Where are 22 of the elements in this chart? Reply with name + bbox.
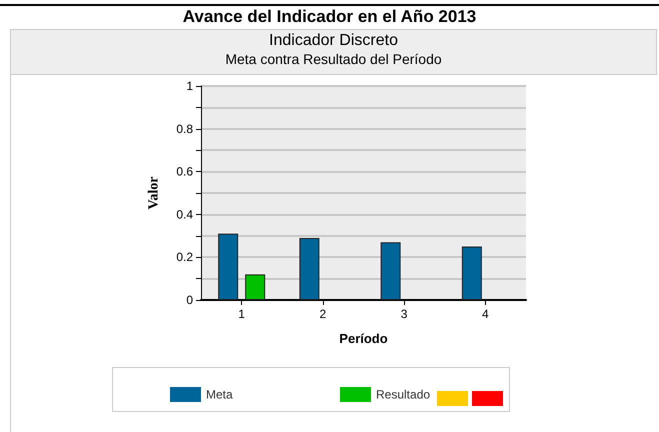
chart-subtitle: Indicador Discreto bbox=[268, 32, 399, 50]
y-tick-label: 0.2 bbox=[176, 250, 194, 264]
y-tick-label: 1 bbox=[186, 79, 194, 93]
y-tick-label: 0.6 bbox=[176, 164, 194, 179]
y-tick-label: 0.4 bbox=[176, 207, 194, 222]
y-axis-title: Valor bbox=[146, 176, 162, 210]
x-tick-label: 1 bbox=[238, 307, 246, 321]
legend-label: Meta bbox=[206, 388, 234, 402]
x-tick-label: 4 bbox=[482, 307, 490, 321]
x-tick-label: 3 bbox=[400, 307, 408, 321]
x-axis-title: Período bbox=[339, 331, 388, 346]
bar bbox=[299, 238, 320, 300]
bar bbox=[462, 246, 482, 300]
chart-title: Avance del Indicador en el Año 2013 bbox=[182, 7, 478, 27]
bar bbox=[245, 274, 266, 300]
bar bbox=[380, 242, 401, 300]
y-tick-label: 0 bbox=[186, 293, 194, 307]
text: Meta contra Resultado del Período bbox=[224, 51, 443, 67]
legend-label: Resultado bbox=[376, 388, 430, 402]
x-tick-label: 2 bbox=[320, 307, 327, 321]
y-tick-label: 0.8 bbox=[176, 122, 194, 136]
bar bbox=[218, 234, 238, 300]
